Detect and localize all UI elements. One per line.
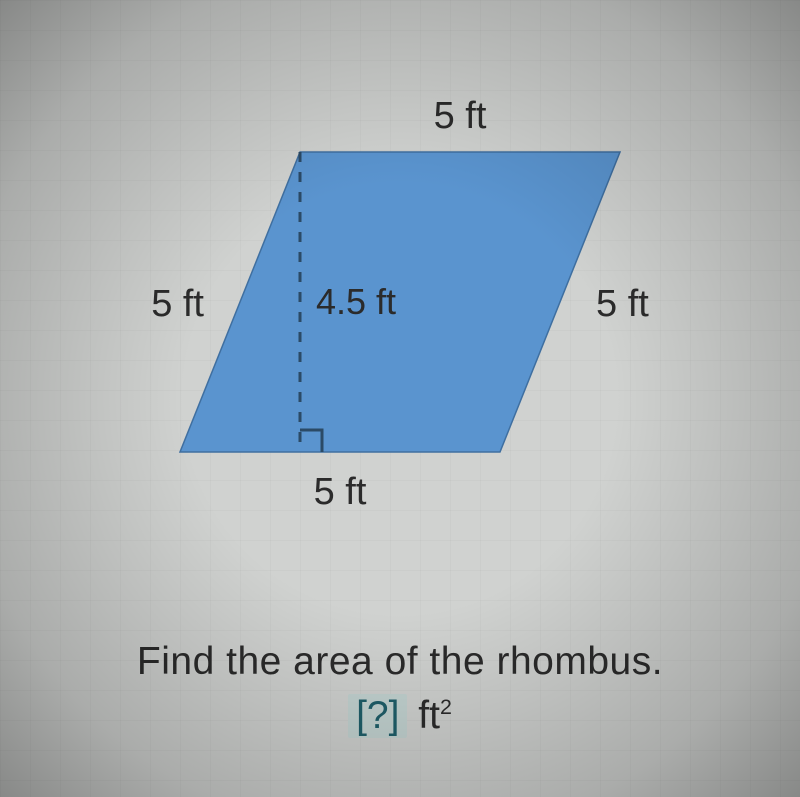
label-height: 4.5 ft <box>316 281 396 322</box>
prompt-line-2: [?] ft2 <box>0 694 800 738</box>
label-right: 5 ft <box>596 283 649 325</box>
rhombus-diagram: 5 ft 5 ft 5 ft 5 ft 4.5 ft <box>80 52 720 592</box>
question-prompt: Find the area of the rhombus. [?] ft2 <box>0 640 800 738</box>
label-left: 5 ft <box>151 283 204 325</box>
label-bottom: 5 ft <box>314 471 367 513</box>
unit-exponent: 2 <box>440 695 452 719</box>
unit-base: ft <box>418 694 440 737</box>
prompt-line-1: Find the area of the rhombus. <box>0 640 800 684</box>
answer-blank[interactable]: [?] <box>348 694 407 738</box>
geometry-figure: 5 ft 5 ft 5 ft 5 ft 4.5 ft <box>80 52 720 592</box>
rhombus-shape <box>180 152 620 452</box>
label-top: 5 ft <box>434 95 487 137</box>
